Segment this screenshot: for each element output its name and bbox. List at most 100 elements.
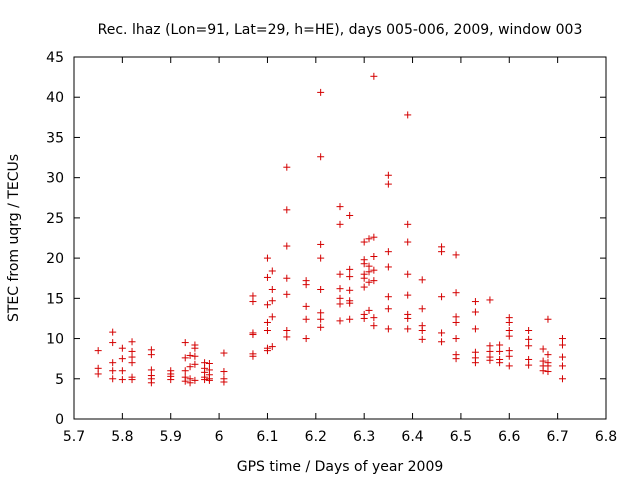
data-point bbox=[505, 362, 513, 370]
data-point bbox=[471, 298, 479, 306]
data-point bbox=[283, 327, 291, 335]
data-point bbox=[496, 347, 504, 355]
data-point bbox=[452, 289, 460, 297]
data-point bbox=[539, 367, 547, 375]
data-point bbox=[346, 299, 354, 307]
data-point bbox=[147, 379, 155, 387]
data-point bbox=[525, 361, 533, 369]
data-point bbox=[109, 328, 117, 336]
data-point bbox=[167, 376, 175, 384]
data-point bbox=[263, 273, 271, 281]
data-point bbox=[317, 309, 325, 317]
data-point bbox=[109, 375, 117, 383]
data-point bbox=[365, 268, 373, 276]
x-tick-label: 6.1 bbox=[256, 429, 278, 445]
data-point bbox=[186, 363, 194, 371]
data-point bbox=[496, 359, 504, 367]
data-point bbox=[452, 355, 460, 363]
data-point bbox=[452, 318, 460, 326]
data-point bbox=[418, 305, 426, 313]
data-point bbox=[317, 240, 325, 248]
data-point bbox=[268, 313, 276, 321]
data-point bbox=[181, 367, 189, 375]
x-tick-label: 6.4 bbox=[401, 429, 423, 445]
data-point bbox=[109, 339, 117, 347]
data-point bbox=[365, 235, 373, 243]
y-tick-label: 35 bbox=[46, 130, 64, 146]
data-point bbox=[384, 171, 392, 179]
data-point bbox=[302, 302, 310, 310]
y-tick-label: 10 bbox=[46, 332, 64, 348]
data-point bbox=[384, 293, 392, 301]
x-tick-label: 6.2 bbox=[305, 429, 327, 445]
plot-frame bbox=[73, 56, 607, 420]
data-points bbox=[94, 72, 566, 387]
y-tick-label: 0 bbox=[55, 412, 64, 428]
data-point bbox=[544, 351, 552, 359]
data-point bbox=[452, 251, 460, 259]
data-point bbox=[525, 327, 533, 335]
data-point bbox=[370, 314, 378, 322]
data-point bbox=[186, 351, 194, 359]
data-point bbox=[404, 325, 412, 333]
data-point bbox=[370, 253, 378, 261]
data-point bbox=[263, 301, 271, 309]
y-tick-label: 15 bbox=[46, 291, 64, 307]
data-point bbox=[118, 367, 126, 375]
y-tick-label: 20 bbox=[46, 251, 64, 267]
data-point bbox=[263, 347, 271, 355]
data-point bbox=[283, 163, 291, 171]
x-tick-label: 6 bbox=[215, 429, 224, 445]
data-point bbox=[505, 352, 513, 360]
data-point bbox=[283, 274, 291, 282]
data-point bbox=[181, 354, 189, 362]
data-point bbox=[109, 359, 117, 367]
data-point bbox=[283, 333, 291, 341]
data-point bbox=[370, 266, 378, 274]
data-point bbox=[360, 283, 368, 291]
data-point bbox=[438, 338, 446, 346]
data-point bbox=[346, 315, 354, 323]
data-point bbox=[539, 345, 547, 353]
x-tick-label: 6.6 bbox=[498, 429, 520, 445]
data-point bbox=[249, 352, 257, 360]
x-axis-label: GPS time / Days of year 2009 bbox=[237, 459, 444, 475]
data-point bbox=[370, 277, 378, 285]
x-axis-tick-labels: 5.7 5.8 5.9 6 6.1 6.2 6.3 6.4 6.5 6.6 6.7 6.8 bbox=[63, 429, 617, 445]
data-point bbox=[438, 293, 446, 301]
data-point bbox=[317, 88, 325, 96]
data-point bbox=[360, 274, 368, 282]
data-point bbox=[128, 338, 136, 346]
y-tick-label: 40 bbox=[46, 90, 64, 106]
data-point bbox=[346, 273, 354, 281]
data-point bbox=[302, 281, 310, 289]
data-point bbox=[263, 327, 271, 335]
data-point bbox=[220, 349, 228, 357]
data-point bbox=[360, 238, 368, 246]
data-point bbox=[317, 285, 325, 293]
data-point bbox=[360, 314, 368, 322]
data-point bbox=[118, 376, 126, 384]
data-point bbox=[283, 206, 291, 214]
data-point bbox=[249, 331, 257, 339]
data-point bbox=[191, 360, 199, 368]
data-point bbox=[384, 263, 392, 271]
data-point bbox=[404, 238, 412, 246]
data-point bbox=[317, 153, 325, 161]
data-point bbox=[118, 344, 126, 352]
x-tick-label: 5.8 bbox=[111, 429, 133, 445]
data-point bbox=[181, 377, 189, 385]
x-tick-label: 6.3 bbox=[353, 429, 375, 445]
data-point bbox=[317, 323, 325, 331]
data-point bbox=[317, 254, 325, 262]
y-tick-label: 30 bbox=[46, 171, 64, 187]
data-point bbox=[496, 341, 504, 349]
data-point bbox=[404, 314, 412, 322]
data-point bbox=[147, 351, 155, 359]
y-axis-label: STEC from uqrg / TECUs bbox=[6, 154, 22, 322]
x-tick-label: 6.8 bbox=[595, 429, 617, 445]
chart-title: Rec. lhaz (Lon=91, Lat=29, h=HE), days 0… bbox=[98, 22, 583, 38]
x-tick-label: 5.7 bbox=[63, 429, 85, 445]
y-tick-label: 25 bbox=[46, 211, 64, 227]
